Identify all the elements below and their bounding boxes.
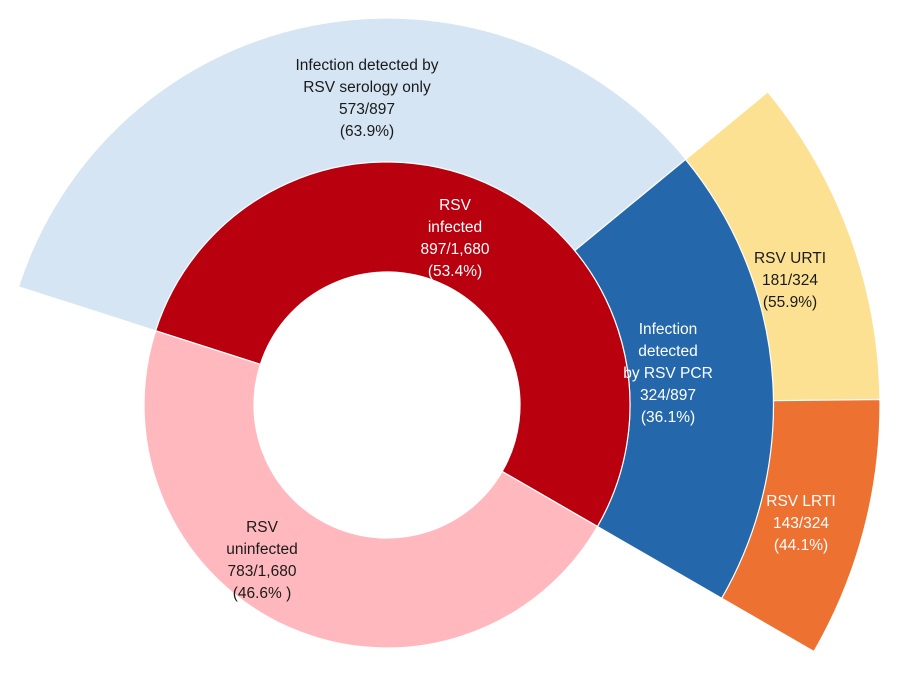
- label-pcr: Infection detected by RSV PCR 324/897 (36.1%…: [623, 321, 713, 426]
- label-lrti-line-1: RSV LRTI: [766, 493, 836, 510]
- label-serology-line-2: RSV serology only: [303, 79, 431, 96]
- label-infected-line-3: 897/1,680: [421, 241, 490, 258]
- label-urti: RSV URTI 181/324 (55.9%): [754, 250, 826, 311]
- chart-segments: [17, 17, 881, 653]
- chart-labels: RSV infected 897/1,680 (53.4%) RSV uninfected…: [226, 57, 836, 602]
- label-lrti-line-3: (44.1%): [774, 537, 828, 554]
- label-infected-line-4: (53.4%): [428, 263, 482, 280]
- label-serology-line-1: Infection detected by: [295, 57, 438, 74]
- label-serology-line-3: 573/897: [339, 101, 395, 118]
- label-urti-line-1: RSV URTI: [754, 250, 826, 267]
- label-uninfected-line-1: RSV: [246, 519, 279, 536]
- segment-infected: [154, 161, 631, 528]
- label-serology: Infection detected by RSV serology only 57…: [295, 57, 438, 140]
- label-infected-line-1: RSV: [439, 197, 472, 214]
- label-urti-line-3: (55.9%): [763, 294, 817, 311]
- label-serology-line-4: (63.9%): [340, 123, 394, 140]
- label-pcr-line-5: (36.1%): [641, 409, 695, 426]
- label-uninfected-line-3: 783/1,680: [228, 563, 297, 580]
- label-pcr-line-1: Infection: [639, 321, 698, 338]
- label-pcr-line-3: by RSV PCR: [623, 365, 713, 382]
- label-urti-line-2: 181/324: [762, 272, 818, 289]
- label-lrti-line-2: 143/324: [773, 515, 829, 532]
- label-infected: RSV infected 897/1,680 (53.4%): [421, 197, 490, 280]
- label-infected-line-2: infected: [428, 219, 482, 236]
- label-pcr-line-2: detected: [638, 343, 697, 360]
- label-lrti: RSV LRTI 143/324 (44.1%): [766, 493, 836, 554]
- label-pcr-line-4: 324/897: [640, 387, 696, 404]
- segment-uninfected: [143, 330, 599, 649]
- label-uninfected-line-4: (46.6% ): [233, 585, 292, 602]
- label-uninfected-line-2: uninfected: [226, 541, 298, 558]
- segment-lrti: [720, 398, 881, 653]
- label-uninfected: RSV uninfected 783/1,680 (46.6% ): [226, 519, 298, 602]
